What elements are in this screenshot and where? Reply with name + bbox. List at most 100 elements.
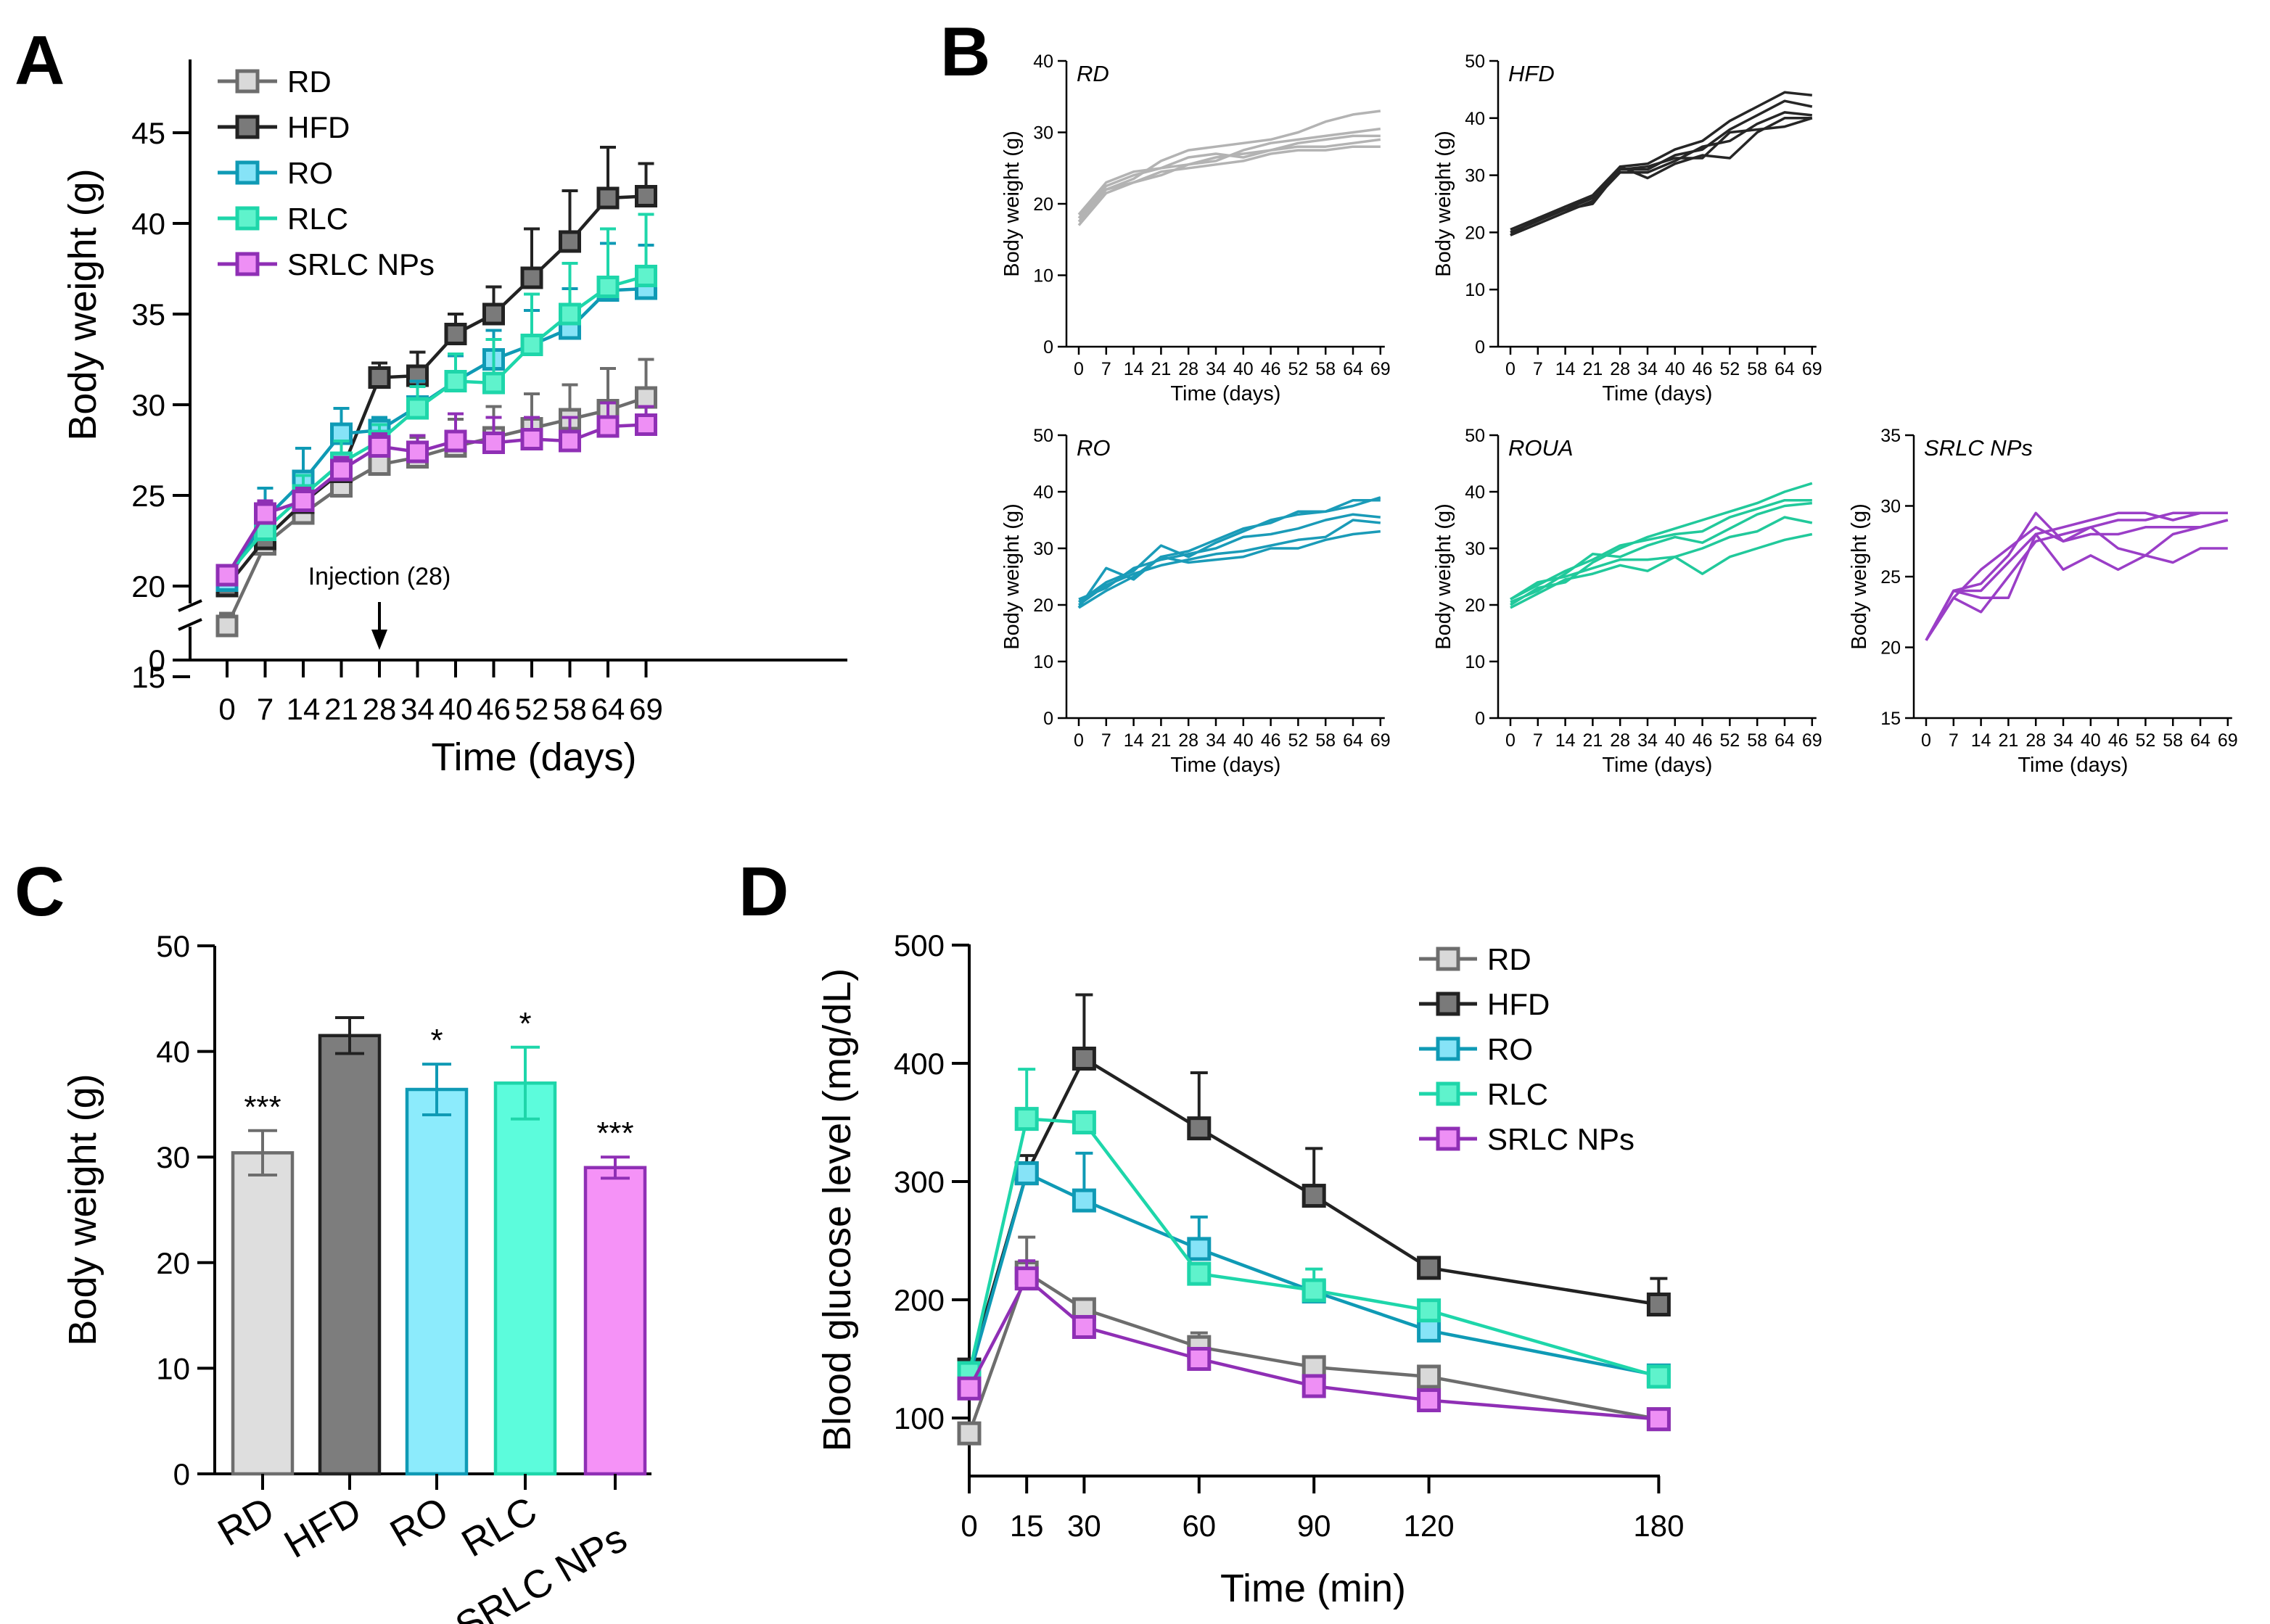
a-x-tick-label: 69 xyxy=(629,692,663,726)
b-x-tick-label: 14 xyxy=(1555,730,1576,751)
c-bar-hfd xyxy=(318,1034,382,1476)
d-marker xyxy=(1014,1266,1039,1291)
d-marker xyxy=(1417,1388,1442,1413)
d-series-srlc-nps xyxy=(957,1259,1671,1432)
a-legend-label: RO xyxy=(287,156,333,190)
b-x-axis-title: Time (days) xyxy=(1602,382,1712,405)
b-x-tick-label: 7 xyxy=(1101,730,1111,751)
b-x-tick-label: 52 xyxy=(1288,359,1308,379)
a-x-tick-label: 52 xyxy=(515,692,549,726)
c-significance-mark: * xyxy=(519,1006,531,1042)
b-x-tick-label: 14 xyxy=(1124,359,1144,379)
b-x-tick-label: 64 xyxy=(1775,730,1795,751)
d-legend-label: RLC xyxy=(1487,1077,1548,1111)
d-marker xyxy=(1417,1256,1442,1280)
a-marker xyxy=(444,323,467,345)
d-marker xyxy=(1187,1261,1212,1286)
c-x-tick-label: RD xyxy=(210,1488,281,1554)
panel-label-c: C xyxy=(15,853,65,931)
d-marker xyxy=(1072,1188,1096,1213)
b-y-tick-label: 25 xyxy=(1880,567,1901,588)
b-x-tick-label: 0 xyxy=(1505,730,1516,751)
b-x-tick-label: 52 xyxy=(1719,359,1740,379)
b-individual-line xyxy=(1925,519,2229,641)
panel-label-b: B xyxy=(940,13,990,91)
a-marker xyxy=(559,429,581,453)
b-individual-line xyxy=(1077,138,1381,215)
a-x-tick-label: 28 xyxy=(363,692,397,726)
c-y-tick-label: 10 xyxy=(156,1351,190,1385)
b-y-tick-label: 30 xyxy=(1033,123,1053,144)
b-y-tick-label: 50 xyxy=(1465,51,1485,72)
b-individual-line xyxy=(1077,519,1381,606)
a-marker xyxy=(215,564,239,587)
a-y-tick-label-zero: 0 xyxy=(149,643,165,677)
c-x-tick-label: HFD xyxy=(277,1488,369,1566)
b-x-tick-label: 28 xyxy=(1178,730,1198,751)
a-line-rd xyxy=(225,395,647,627)
d-marker xyxy=(957,1376,982,1401)
b-y-tick-label: 10 xyxy=(1033,266,1053,287)
b-x-tick-label: 46 xyxy=(2108,730,2129,751)
b-individual-line xyxy=(1925,511,2228,641)
a-marker xyxy=(520,334,543,356)
d-x-tick-label: 15 xyxy=(1010,1509,1044,1543)
d-x-tick-label: 30 xyxy=(1067,1509,1101,1543)
b-x-tick-label: 40 xyxy=(1233,730,1254,751)
b-x-axis-title: Time (days) xyxy=(1170,382,1280,405)
d-marker xyxy=(1417,1298,1442,1323)
b-individual-line xyxy=(1510,532,1813,609)
d-marker xyxy=(1301,1374,1326,1398)
a-marker xyxy=(444,370,467,392)
b-x-tick-label: 64 xyxy=(1343,730,1363,751)
b-x-tick-label: 0 xyxy=(1074,359,1084,379)
a-marker xyxy=(292,490,315,512)
d-marker xyxy=(957,1421,982,1446)
b-x-tick-label: 69 xyxy=(1802,730,1822,751)
b-x-tick-label: 69 xyxy=(1370,359,1391,379)
a-series-srlc-nps xyxy=(215,401,657,587)
d-marker xyxy=(1014,1161,1039,1186)
b-x-tick-label: 40 xyxy=(2081,730,2101,751)
d-x-tick-label: 90 xyxy=(1297,1509,1331,1543)
b-y-tick-label: 30 xyxy=(1465,166,1485,186)
b-x-tick-label: 64 xyxy=(1775,359,1795,379)
b-x-tick-label: 0 xyxy=(1074,730,1084,751)
a-y-tick-label: 30 xyxy=(131,388,165,422)
a-series-ro xyxy=(215,242,657,592)
a-x-tick-label: 64 xyxy=(591,692,625,726)
d-legend-label: RO xyxy=(1487,1032,1533,1066)
b-x-tick-label: 14 xyxy=(1555,359,1576,379)
panel-label-d: D xyxy=(739,853,789,931)
b-x-axis-title: Time (days) xyxy=(2018,754,2128,777)
b-individual-line xyxy=(1078,513,1381,601)
b-y-tick-label: 20 xyxy=(1465,595,1485,616)
b-y-tick-label: 30 xyxy=(1465,539,1485,559)
d-legend-label: RD xyxy=(1487,942,1531,976)
b-y-tick-label: 50 xyxy=(1033,426,1053,446)
d-y-tick-label: 500 xyxy=(894,928,945,963)
a-line-srlc-nps xyxy=(226,423,646,577)
d-y-tick-label: 400 xyxy=(894,1047,945,1081)
b-y-axis-title: Body weight (g) xyxy=(1432,503,1455,650)
a-x-tick-label: 0 xyxy=(218,692,235,726)
b-x-tick-label: 34 xyxy=(1206,730,1226,751)
c-y-axis-title: Body weight (g) xyxy=(61,1073,104,1345)
b-individual-line xyxy=(1077,127,1381,226)
a-marker xyxy=(330,458,353,482)
a-legend-label: SRLC NPs xyxy=(287,247,435,281)
a-axis-break-mark xyxy=(178,599,202,612)
d-y-tick-label: 100 xyxy=(894,1401,945,1435)
b-x-tick-label: 46 xyxy=(1693,730,1713,751)
b-x-tick-label: 52 xyxy=(1719,730,1740,751)
b-y-tick-label: 0 xyxy=(1475,709,1485,729)
a-marker xyxy=(559,230,581,253)
c-y-tick-label: 30 xyxy=(156,1140,190,1174)
b-x-tick-label: 46 xyxy=(1261,359,1281,379)
d-legend-marker xyxy=(1436,1036,1460,1061)
d-legend-label: SRLC NPs xyxy=(1487,1122,1634,1156)
d-legend-marker xyxy=(1436,1126,1460,1151)
a-x-tick-label: 34 xyxy=(400,692,435,726)
